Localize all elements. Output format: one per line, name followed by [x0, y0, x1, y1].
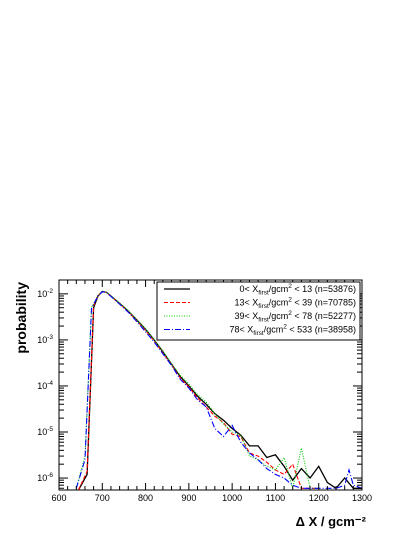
legend-range-high: 39 — [302, 298, 312, 308]
y-tick-base: 10 — [37, 335, 47, 345]
y-tick-label: 10-5 — [37, 426, 53, 437]
legend-variable: < X — [245, 284, 259, 294]
legend-lt: < — [292, 311, 302, 321]
legend-variable: < X — [245, 311, 259, 321]
legend-range-low: 39 — [235, 311, 245, 321]
x-tick-label: 1200 — [309, 493, 329, 503]
series-line-2 — [78, 291, 319, 491]
series-line-4 — [75, 291, 363, 489]
x-tick-label: 1000 — [222, 493, 242, 503]
legend-box — [156, 281, 361, 341]
legend-count: (n=52277) — [315, 311, 356, 321]
y-tick-label: 10-4 — [37, 380, 53, 391]
axes-layer: 600 700 800 900 1000 1100 1200 130010-610-510-4… — [37, 279, 372, 503]
legend-count: (n=70785) — [315, 298, 356, 308]
legend-variable-subscript: first — [258, 290, 269, 297]
x-tick-label: 900 — [181, 493, 196, 503]
x-tick-label: 700 — [95, 493, 110, 503]
y-tick-base: 10 — [37, 289, 47, 299]
y-tick-exponent: -3 — [47, 334, 53, 341]
x-tick-label: 1100 — [266, 493, 285, 503]
y-tick-label: 10-6 — [37, 472, 53, 483]
y-tick-base: 10 — [37, 473, 47, 483]
series-layer — [75, 290, 363, 491]
y-tick-exponent: -5 — [47, 426, 53, 433]
legend-variable: < X — [245, 298, 259, 308]
legend-lt: < — [292, 284, 302, 294]
legend-range-low: 0 — [240, 284, 245, 294]
y-tick-exponent: -6 — [47, 472, 53, 479]
legend-range-low: 13 — [235, 298, 245, 308]
legend-unit: /gcm — [269, 284, 289, 294]
y-tick-base: 10 — [37, 427, 47, 437]
legend-unit-exponent: 2 — [288, 297, 292, 304]
legend-entry-2: 13< Xfirst/gcm2 < 39 (n=70785) — [235, 297, 357, 311]
y-tick-base: 10 — [37, 381, 47, 391]
x-axis-title: Δ X / gcm⁻² — [296, 514, 367, 529]
legend-entry-1: 0< Xfirst/gcm2 < 13 (n=53876) — [240, 283, 357, 297]
y-tick-exponent: -2 — [47, 288, 53, 295]
legend-lt: < — [287, 325, 297, 335]
x-tick-label: 800 — [138, 493, 153, 503]
legend-range-high: 78 — [302, 311, 312, 321]
legend: 0< Xfirst/gcm2 < 13 (n=53876)13< Xfirst/… — [156, 281, 361, 341]
legend-variable-subscript: first — [258, 317, 269, 324]
legend-range-high: 13 — [302, 284, 312, 294]
legend-unit: /gcm — [264, 325, 284, 335]
legend-count: (n=53876) — [315, 284, 356, 294]
y-tick-label: 10-2 — [37, 288, 53, 299]
legend-unit-exponent: 2 — [288, 283, 292, 290]
legend-lt: < — [292, 298, 302, 308]
legend-range-low: 78 — [229, 325, 239, 335]
plot-frame — [58, 279, 363, 491]
legend-unit: /gcm — [269, 311, 289, 321]
legend-entry-4: 78< Xfirst/gcm2 < 533 (n=38958) — [229, 324, 356, 338]
legend-count: (n=38958) — [315, 325, 356, 335]
legend-variable: < X — [240, 325, 254, 335]
x-tick-label: 1300 — [352, 493, 372, 503]
y-axis-title: probability — [13, 282, 29, 354]
legend-variable-subscript: first — [253, 330, 264, 337]
y-tick-exponent: -4 — [47, 380, 53, 387]
legend-range-high: 533 — [297, 325, 312, 335]
legend-entry-3: 39< Xfirst/gcm2 < 78 (n=52277) — [235, 310, 357, 324]
legend-variable-subscript: first — [258, 303, 269, 310]
x-tick-label: 600 — [51, 493, 66, 503]
legend-unit: /gcm — [269, 298, 289, 308]
legend-unit-exponent: 2 — [288, 310, 292, 317]
y-tick-label: 10-3 — [37, 334, 53, 345]
legend-unit-exponent: 2 — [283, 324, 287, 331]
